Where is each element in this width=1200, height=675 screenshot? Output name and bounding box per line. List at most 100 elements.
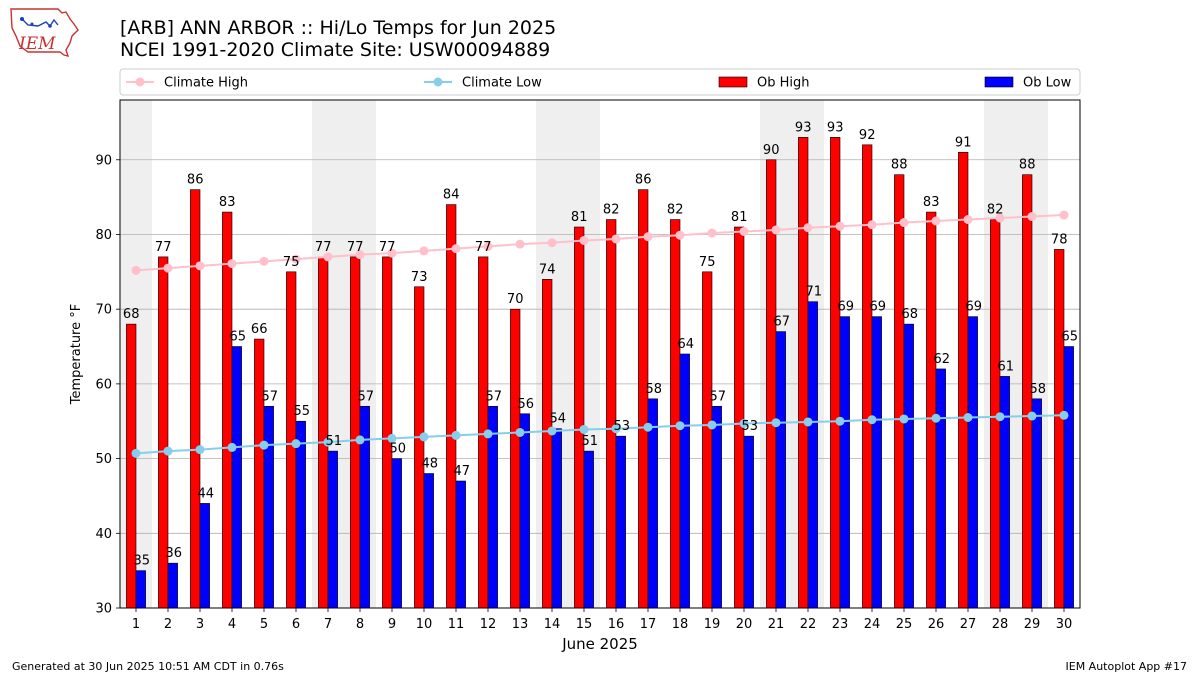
legend: Climate High Climate Low Ob High Ob Low [119,68,1081,96]
bar-ob-low [231,346,242,609]
climate-high-point [227,259,237,269]
label-ob-low: 50 [390,442,407,457]
bar-ob-low [391,458,402,609]
label-ob-high: 93 [795,120,812,135]
climate-low-point [515,427,525,437]
bar-ob-low [775,331,786,609]
climate-high-point [931,216,941,226]
climate-low-point [323,437,333,447]
plot-frame [119,99,1081,609]
label-ob-high: 88 [1019,158,1036,173]
bar-ob-low [551,428,562,609]
climate-low-point [163,446,173,456]
climate-high-point [739,226,749,236]
label-ob-high: 82 [603,203,620,218]
label-ob-low: 51 [326,434,343,449]
x-tick-label: 5 [260,617,268,632]
climate-high-point [1027,212,1037,222]
climate-high-point [899,218,909,228]
logo-text: IEM [18,34,56,54]
bar-ob-high [542,278,553,609]
label-ob-high: 78 [1051,232,1068,247]
label-ob-high: 81 [571,210,588,225]
climate-low-point [803,417,813,427]
climate-low-point [1027,411,1037,421]
x-tick-label: 3 [196,617,204,632]
climate-low-point [355,435,365,445]
label-ob-low: 57 [710,389,727,404]
label-ob-high: 83 [923,195,940,210]
climate-low-point [899,414,909,424]
bar-ob-high [702,271,713,609]
y-tick-label: 90 [95,153,112,168]
footer-app: IEM Autoplot App #17 [1065,660,1188,673]
x-axis-label: June 2025 [561,635,638,653]
bar-ob-low [455,480,466,609]
x-tick-label: 29 [1024,617,1041,632]
bar-ob-high [254,338,265,609]
bar-ob-low [295,420,306,609]
climate-high-point [547,238,557,248]
label-ob-low: 53 [742,419,759,434]
climate-low-point [227,442,237,452]
legend-swatch-bar [718,76,748,88]
label-ob-low: 51 [582,434,599,449]
bar-ob-low [423,473,434,609]
label-ob-low: 69 [870,300,887,315]
bar-ob-high [190,189,201,609]
climate-high-point [803,223,813,233]
climate-low-point [707,420,717,430]
label-ob-low: 36 [166,546,183,561]
climate-low-point [291,439,301,449]
legend-swatch-marker [135,77,145,87]
climate-low-point [579,424,589,434]
y-tick-label: 70 [95,303,112,318]
x-tick-label: 27 [960,617,977,632]
climate-low-point [963,413,973,422]
label-ob-low: 57 [486,389,503,404]
label-ob-high: 82 [987,203,1004,218]
climate-low-line [135,414,1065,455]
bar-ob-low [263,405,274,609]
label-ob-low: 53 [614,419,631,434]
bar-ob-low [967,316,978,609]
x-tick-label: 20 [736,617,753,632]
label-ob-low: 69 [966,300,983,315]
bar-ob-low [1063,346,1074,609]
label-ob-low: 57 [262,389,279,404]
bar-ob-high [574,226,585,609]
legend-swatch-bar [984,76,1014,88]
x-tick-label: 24 [864,617,881,632]
bar-ob-low [615,435,626,609]
label-ob-low: 44 [198,486,215,501]
climate-high-point [259,256,269,266]
label-ob-high: 90 [763,143,780,158]
x-tick-label: 7 [324,617,332,632]
label-ob-low: 71 [806,285,823,300]
climate-high-point [483,241,493,251]
bar-ob-high [862,144,873,609]
legend-swatch-marker [433,77,443,87]
x-tick-label: 1 [132,617,140,632]
climate-low-point [483,429,493,439]
x-tick-label: 10 [416,617,433,632]
bar-ob-low [167,562,178,609]
climate-high-point [963,215,973,225]
x-tick-label: 26 [928,617,945,632]
x-tick-label: 19 [704,617,721,632]
x-tick-label: 25 [896,617,913,632]
climate-high-point [387,248,397,258]
bar-ob-low [839,316,850,609]
bar-ob-high [670,219,681,609]
x-tick-label: 16 [608,617,625,632]
climate-high-point [611,234,621,244]
label-ob-low: 68 [902,307,919,322]
chart-title-block: [ARB] ANN ARBOR :: Hi/Lo Temps for Jun 2… [120,17,556,61]
climate-high-point [675,230,685,240]
label-ob-high: 77 [379,240,396,255]
climate-high-point [515,239,525,249]
label-ob-high: 84 [443,188,460,203]
x-tick-label: 23 [832,617,849,632]
y-tick-label: 40 [95,527,112,542]
